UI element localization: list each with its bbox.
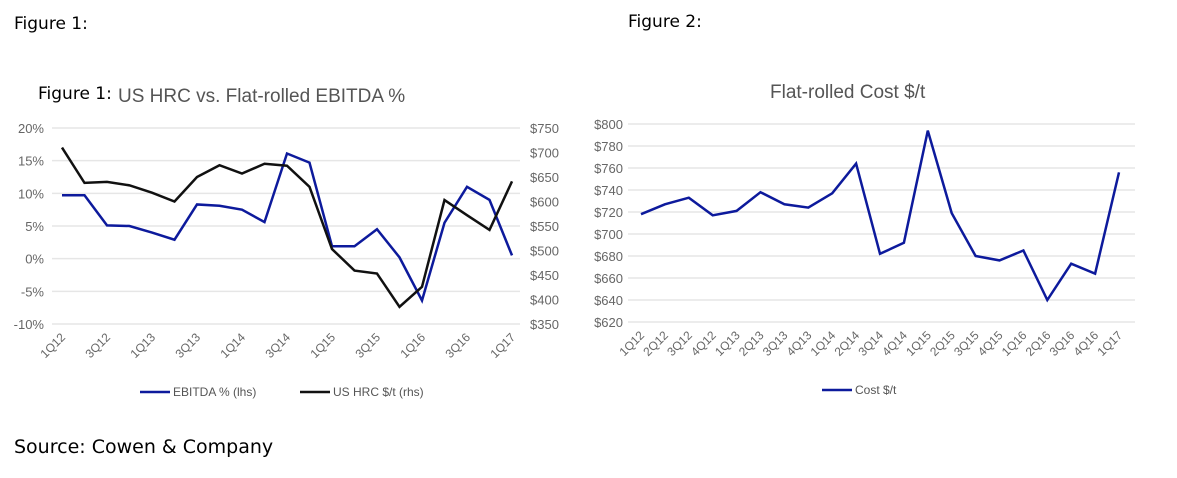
chart2-x-tick: 3Q13 — [760, 328, 791, 359]
chart1-x-tick: 1Q14 — [217, 330, 248, 361]
chart2-x-tick: 1Q12 — [616, 328, 647, 359]
chart2-x-tick: 4Q14 — [879, 328, 910, 359]
chart2-x-tick: 3Q12 — [664, 328, 695, 359]
chart1-right-tick: $700 — [530, 146, 559, 161]
chart1-series-line-0 — [62, 151, 514, 304]
chart2-x-tick: 2Q16 — [1023, 328, 1054, 359]
chart1-right-tick: $500 — [530, 244, 559, 259]
chart2-x-tick: 3Q15 — [951, 328, 982, 359]
chart1-x-tick: 3Q13 — [172, 330, 203, 361]
chart1-right-tick: $750 — [530, 121, 559, 136]
chart2-x-tick: 1Q17 — [1094, 328, 1125, 359]
chart1-legend-label: EBITDA % (lhs) — [173, 385, 256, 399]
chart2-x-tick: 4Q16 — [1071, 328, 1102, 359]
chart1-left-tick: 5% — [25, 219, 44, 234]
chart1-x-tick: 1Q12 — [37, 330, 68, 361]
chart2-y-tick: $740 — [594, 183, 623, 198]
chart1-right-tick: $600 — [530, 195, 559, 210]
chart2-x-tick: 2Q13 — [736, 328, 767, 359]
chart1-right-tick: $400 — [530, 293, 559, 308]
chart1-right-tick: $650 — [530, 170, 559, 185]
chart1-left-tick: 10% — [18, 186, 44, 201]
chart2-x-tick: 1Q16 — [999, 328, 1030, 359]
chart1-x-tick: 1Q16 — [397, 330, 428, 361]
chart1-legend-label: US HRC $/t (rhs) — [333, 385, 424, 399]
chart2-x-tick: 1Q13 — [712, 328, 743, 359]
chart2-y-tick: $800 — [594, 117, 623, 132]
chart2-y-tick: $640 — [594, 293, 623, 308]
chart2-x-tick: 2Q12 — [640, 328, 671, 359]
chart2-x-tick: 4Q15 — [975, 328, 1006, 359]
chart1-left-tick: -5% — [21, 284, 45, 299]
source-note: Source: Cowen & Company — [14, 436, 274, 458]
chart2-x-tick: 1Q14 — [808, 328, 839, 359]
chart1-x-tick: 1Q13 — [127, 330, 158, 361]
chart2-x-tick: 3Q16 — [1047, 328, 1078, 359]
chart2-x-tick: 3Q14 — [855, 328, 886, 359]
chart1-x-tick: 3Q15 — [352, 330, 383, 361]
chart2-y-tick: $780 — [594, 139, 623, 154]
chart1-left-tick: 20% — [18, 121, 44, 136]
chart1-x-tick: 3Q16 — [442, 330, 473, 361]
figure-1-caption: Figure 1: — [14, 14, 88, 34]
chart2-x-tick: 1Q15 — [903, 328, 934, 359]
chart2-x-tick: 4Q13 — [784, 328, 815, 359]
figure-2-caption: Figure 2: — [628, 12, 702, 32]
chart1-right-tick: $550 — [530, 219, 559, 234]
chart1-left-tick: -10% — [14, 317, 45, 332]
chart2-y-tick: $720 — [594, 205, 623, 220]
chart2-legend-label: Cost $/t — [855, 383, 897, 397]
chart2-y-tick: $700 — [594, 227, 623, 242]
chart1-right-tick: $450 — [530, 268, 559, 283]
chart2-y-tick: $680 — [594, 249, 623, 264]
chart1-x-tick: 3Q12 — [82, 330, 113, 361]
chart2-x-tick: 2Q15 — [927, 328, 958, 359]
chart2-x-tick: 4Q12 — [688, 328, 719, 359]
chart1-left-tick: 0% — [25, 252, 44, 267]
figure-1-inner-caption: Figure 1: — [38, 84, 112, 104]
chart1-title: US HRC vs. Flat-rolled EBITDA % — [118, 86, 405, 107]
chart2-y-tick: $620 — [594, 315, 623, 330]
chart2-y-tick: $660 — [594, 271, 623, 286]
chart2-title: Flat-rolled Cost $/t — [770, 82, 926, 103]
chart2-x-tick: 2Q14 — [832, 328, 863, 359]
chart1-right-tick: $350 — [530, 317, 559, 332]
chart2-y-tick: $760 — [594, 161, 623, 176]
chart1-x-tick: 1Q15 — [307, 330, 338, 361]
chart1-left-tick: 15% — [18, 154, 44, 169]
chart1-x-tick: 1Q17 — [487, 330, 518, 361]
chart1-x-tick: 3Q14 — [262, 330, 293, 361]
